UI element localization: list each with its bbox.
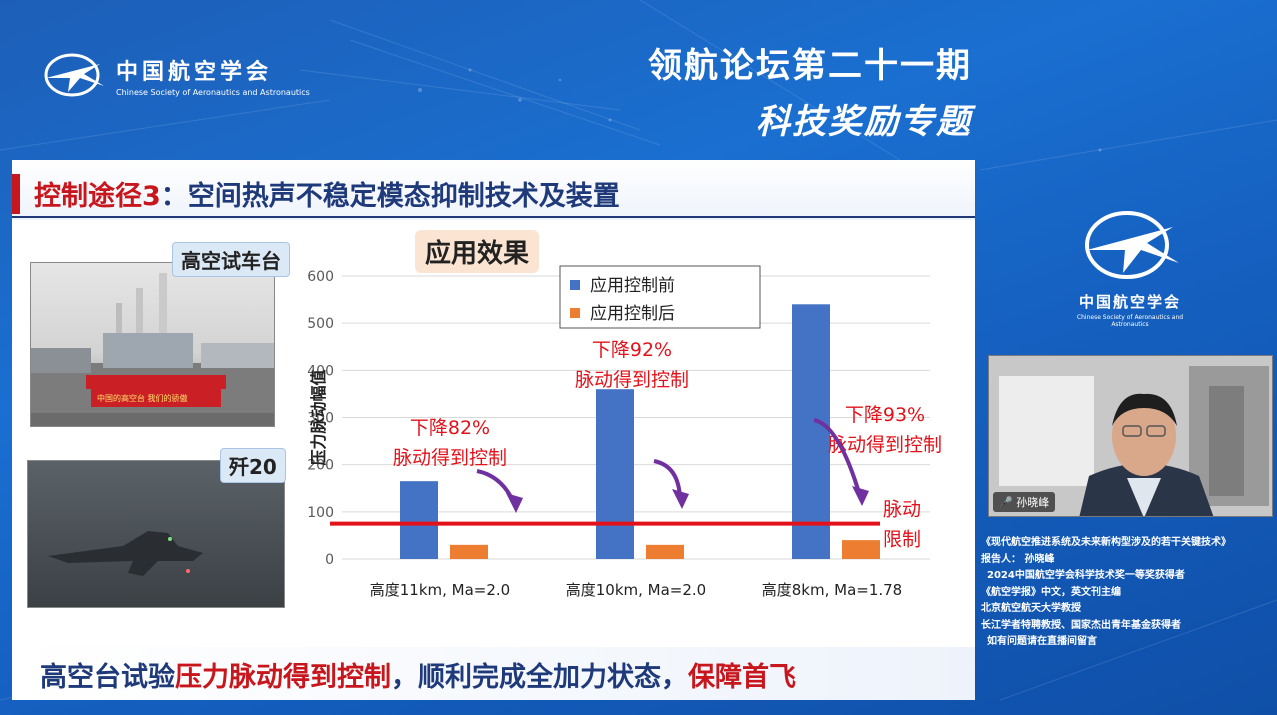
legend-swatch: [570, 308, 580, 318]
microphone-icon: 🎤: [999, 496, 1017, 509]
limit-label-line1: 脉动: [883, 499, 921, 521]
y-tick-label: 200: [307, 458, 334, 474]
bar-before: [792, 304, 830, 559]
annotation-arrowhead: [852, 486, 869, 506]
slide-title: 控制途径3：空间热声不稳定模态抑制技术及装置: [34, 174, 620, 213]
annotation-control: 脉动得到控制: [828, 434, 942, 456]
y-tick-label: 300: [307, 411, 334, 427]
slide-bottom-bar: 高空台试验压力脉动得到控制，顺利完成全加力状态，保障首飞: [12, 647, 975, 700]
speaker-name-label: 🎤 孙晓峰: [993, 492, 1056, 512]
bio-line-1: 2024中国航空学会科学技术奖一等奖获得者: [987, 570, 1185, 581]
legend-label: 应用控制前: [590, 276, 675, 296]
bio-line-2: 《航空学报》中文，英文刊主编: [981, 586, 1121, 598]
annotation-drop: 下降82%: [410, 417, 490, 439]
talk-info: 《现代航空推进系统及未来新构型涉及的若干关键技术》 报告人： 孙晓峰 2024中…: [981, 535, 1277, 651]
tag-test-bench: 高空试车台: [172, 242, 290, 277]
sidebar-logo: 中国航空学会 Chinese Society of Aeronautics an…: [1060, 205, 1200, 328]
forum-subtitle: 科技奖励专题: [756, 102, 972, 142]
y-tick-label: 400: [307, 363, 334, 379]
test-bench-photo: 中国的高空台 我们的骄傲: [30, 262, 275, 427]
csaa-logo-icon: [44, 53, 104, 97]
annotation-drop: 下降92%: [592, 339, 672, 361]
speaker-video: 🎤 孙晓峰: [988, 355, 1273, 517]
bar-after: [842, 540, 880, 559]
bar-before: [596, 389, 634, 559]
slide-title-prefix: 控制途径3: [34, 181, 161, 212]
bio-line-4: 长江学者特聘教授、国家杰出青年基金获得者: [981, 619, 1181, 631]
bar-after: [646, 544, 684, 559]
header-logo: 中国航空学会 Chinese Society of Aeronautics an…: [40, 50, 310, 100]
x-tick-label: 高度11km, Ma=2.0: [370, 581, 510, 599]
sidebar-org-name: 中国航空学会: [1078, 293, 1181, 311]
reporter-line: 报告人： 孙晓峰: [981, 553, 1055, 565]
y-axis-label: 压力脉动幅值: [309, 369, 328, 465]
aircraft-photo: [27, 460, 285, 608]
speaker-name: 孙晓峰: [1016, 496, 1050, 509]
header-org-name: 中国航空学会: [116, 59, 273, 85]
y-tick-label: 100: [307, 505, 334, 521]
annotation-arrow: [813, 418, 862, 497]
notice-line: 如有问题请在直播间留言: [987, 636, 1097, 647]
legend-box: [559, 265, 761, 329]
annotation-arrowhead: [506, 493, 523, 513]
annotation-arrowhead: [672, 489, 689, 509]
x-tick-label: 高度10km, Ma=2.0: [566, 581, 706, 599]
photo-banner-text: 中国的高空台 我们的骄傲: [97, 393, 188, 403]
annotation-arrow: [476, 469, 516, 504]
limit-label-line2: 限制: [883, 529, 921, 551]
forum-title: 领航论坛第二十一期: [648, 46, 972, 86]
y-tick-label: 600: [307, 269, 334, 285]
bottom-text-b: ，顺利完成全加力状态，: [391, 662, 688, 693]
sidebar-org-english: Chinese Society of Aeronautics and Astro…: [1076, 314, 1184, 328]
slide-title-rest: ：空间热声不稳定模态抑制技术及装置: [160, 181, 620, 212]
annotation-drop: 下降93%: [845, 404, 925, 426]
bottom-text-red: 压力脉动得到控制: [175, 662, 391, 693]
y-tick-label: 500: [307, 316, 334, 332]
bar-before: [400, 481, 438, 559]
tag-aircraft: 歼20: [220, 448, 286, 483]
y-tick-label: 0: [325, 552, 334, 568]
talk-title: 《现代航空推进系统及未来新构型涉及的若干关键技术》: [981, 537, 1231, 548]
legend-label: 应用控制后: [590, 304, 675, 324]
bar-after: [450, 544, 488, 559]
effect-label: 应用效果: [415, 230, 540, 273]
bottom-text-a: 高空台试验: [40, 662, 175, 693]
title-underline: [12, 216, 975, 218]
csaa-logo-large-icon: [1085, 211, 1179, 279]
annotation-control: 脉动得到控制: [393, 447, 507, 469]
slide-header: 控制途径3：空间热声不稳定模态抑制技术及装置: [12, 160, 975, 220]
legend-swatch: [570, 280, 580, 290]
bio-line-3: 北京航空航天大学教授: [981, 603, 1081, 614]
bottom-text-c: 保障首飞: [688, 662, 796, 693]
bottom-conclusion: 高空台试验压力脉动得到控制，顺利完成全加力状态，保障首飞: [40, 655, 796, 694]
header-org-english: Chinese Society of Aeronautics and Astro…: [116, 87, 310, 97]
title-accent-bar: [12, 174, 20, 214]
x-tick-label: 高度8km, Ma=1.78: [762, 581, 902, 599]
presentation-slide: 控制途径3：空间热声不稳定模态抑制技术及装置 中国的高空台 我们的骄傲 高空试车…: [12, 160, 975, 700]
annotation-control: 脉动得到控制: [575, 369, 689, 391]
